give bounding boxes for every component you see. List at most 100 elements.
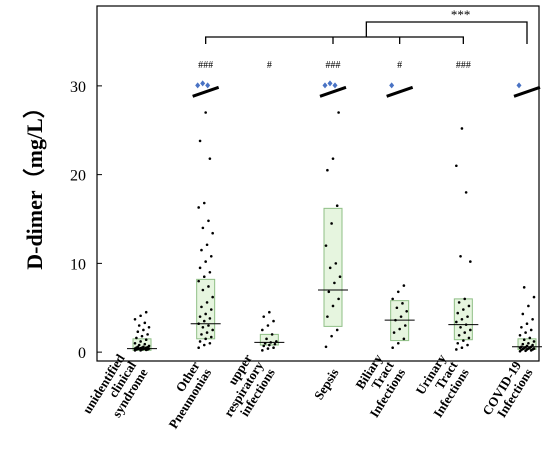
significance-marker: ###: [198, 60, 213, 71]
data-point: [527, 304, 530, 308]
data-point: [147, 344, 151, 348]
group-3: ###: [318, 60, 348, 349]
data-point: [335, 328, 339, 332]
outlier-point: [327, 80, 333, 87]
category-label: COVID-19Infections: [479, 358, 536, 425]
data-point: [201, 226, 205, 230]
data-point: [261, 328, 264, 332]
data-point: [135, 336, 138, 340]
data-point: [200, 333, 203, 336]
outlier-point: [205, 82, 211, 89]
data-point: [272, 319, 275, 323]
data-point: [525, 344, 529, 348]
data-point: [456, 311, 460, 315]
data-point: [263, 341, 267, 345]
data-point: [405, 310, 408, 313]
category-label: upperrespiratoryinfections: [209, 351, 278, 427]
data-point: [136, 345, 140, 349]
data-point: [146, 333, 149, 336]
data-point: [331, 157, 335, 160]
data-point: [265, 337, 268, 341]
data-point: [337, 111, 340, 114]
data-point: [466, 315, 469, 318]
data-point: [469, 260, 472, 263]
data-point: [208, 157, 212, 160]
category-label: OtherPneumonias: [154, 358, 214, 431]
outlier-point: [516, 82, 522, 89]
data-point: [198, 315, 202, 318]
data-point: [457, 301, 461, 304]
data-point: [460, 346, 464, 349]
data-point: [202, 343, 206, 347]
data-point: [268, 343, 271, 347]
data-point: [464, 191, 468, 194]
data-point: [139, 340, 142, 343]
outlier-point: [389, 82, 395, 89]
data-point: [198, 266, 202, 270]
data-point: [330, 334, 333, 338]
data-point: [525, 322, 529, 326]
group-5: ###: [448, 60, 479, 351]
data-point: [136, 330, 140, 334]
data-point: [398, 327, 401, 331]
data-point: [262, 344, 266, 348]
group-bracket: [205, 36, 464, 44]
data-point: [202, 319, 206, 323]
data-point: [144, 310, 148, 314]
axis-break-mark: [319, 85, 347, 98]
data-point: [520, 345, 523, 349]
data-point: [197, 206, 200, 209]
data-point: [403, 324, 407, 327]
data-point: [197, 279, 200, 283]
data-point: [324, 244, 328, 247]
data-point: [326, 168, 329, 172]
data-point: [326, 315, 329, 318]
data-point: [202, 201, 206, 205]
data-point: [133, 341, 137, 345]
y-tick-label: 30: [70, 79, 86, 96]
data-point: [459, 325, 462, 329]
data-point: [467, 336, 471, 340]
data-point: [335, 204, 339, 207]
data-point: [396, 290, 400, 294]
y-tick-label: 10: [70, 256, 86, 273]
data-point: [207, 324, 210, 327]
group-0: [127, 310, 157, 352]
y-axis: 0 10 20 30: [70, 79, 102, 362]
data-point: [272, 346, 275, 349]
data-point: [201, 288, 205, 292]
category-label: unidentifiedclinicalsyndrome: [79, 351, 151, 431]
data-point: [330, 222, 333, 225]
outlier-point: [322, 82, 328, 89]
data-point: [529, 328, 533, 332]
x-axis-labels: unidentifiedclinicalsyndrome OtherPneumon…: [79, 351, 535, 431]
data-point: [469, 328, 472, 332]
data-point: [139, 314, 142, 318]
data-point: [204, 111, 207, 114]
significance-marker: ###: [456, 60, 471, 71]
data-point: [201, 325, 205, 329]
data-point: [529, 345, 533, 349]
data-point: [205, 301, 209, 304]
data-point: [331, 304, 335, 308]
data-point: [208, 317, 212, 320]
data-point: [261, 349, 264, 352]
data-point: [204, 260, 207, 263]
data-point: [273, 342, 277, 346]
data-point: [399, 315, 403, 318]
data-point: [324, 345, 328, 349]
data-point: [137, 324, 141, 327]
data-point: [262, 315, 266, 318]
data-point: [133, 317, 137, 321]
significance-marker: #: [397, 60, 402, 71]
data-point: [457, 333, 461, 337]
data-point: [208, 270, 212, 274]
data-point: [520, 325, 523, 329]
data-point: [204, 312, 207, 316]
group-4: #: [384, 60, 415, 349]
groups: ### # ### # ###: [127, 60, 542, 353]
data-point: [531, 343, 534, 347]
data-point: [198, 340, 202, 343]
data-point: [521, 312, 525, 316]
